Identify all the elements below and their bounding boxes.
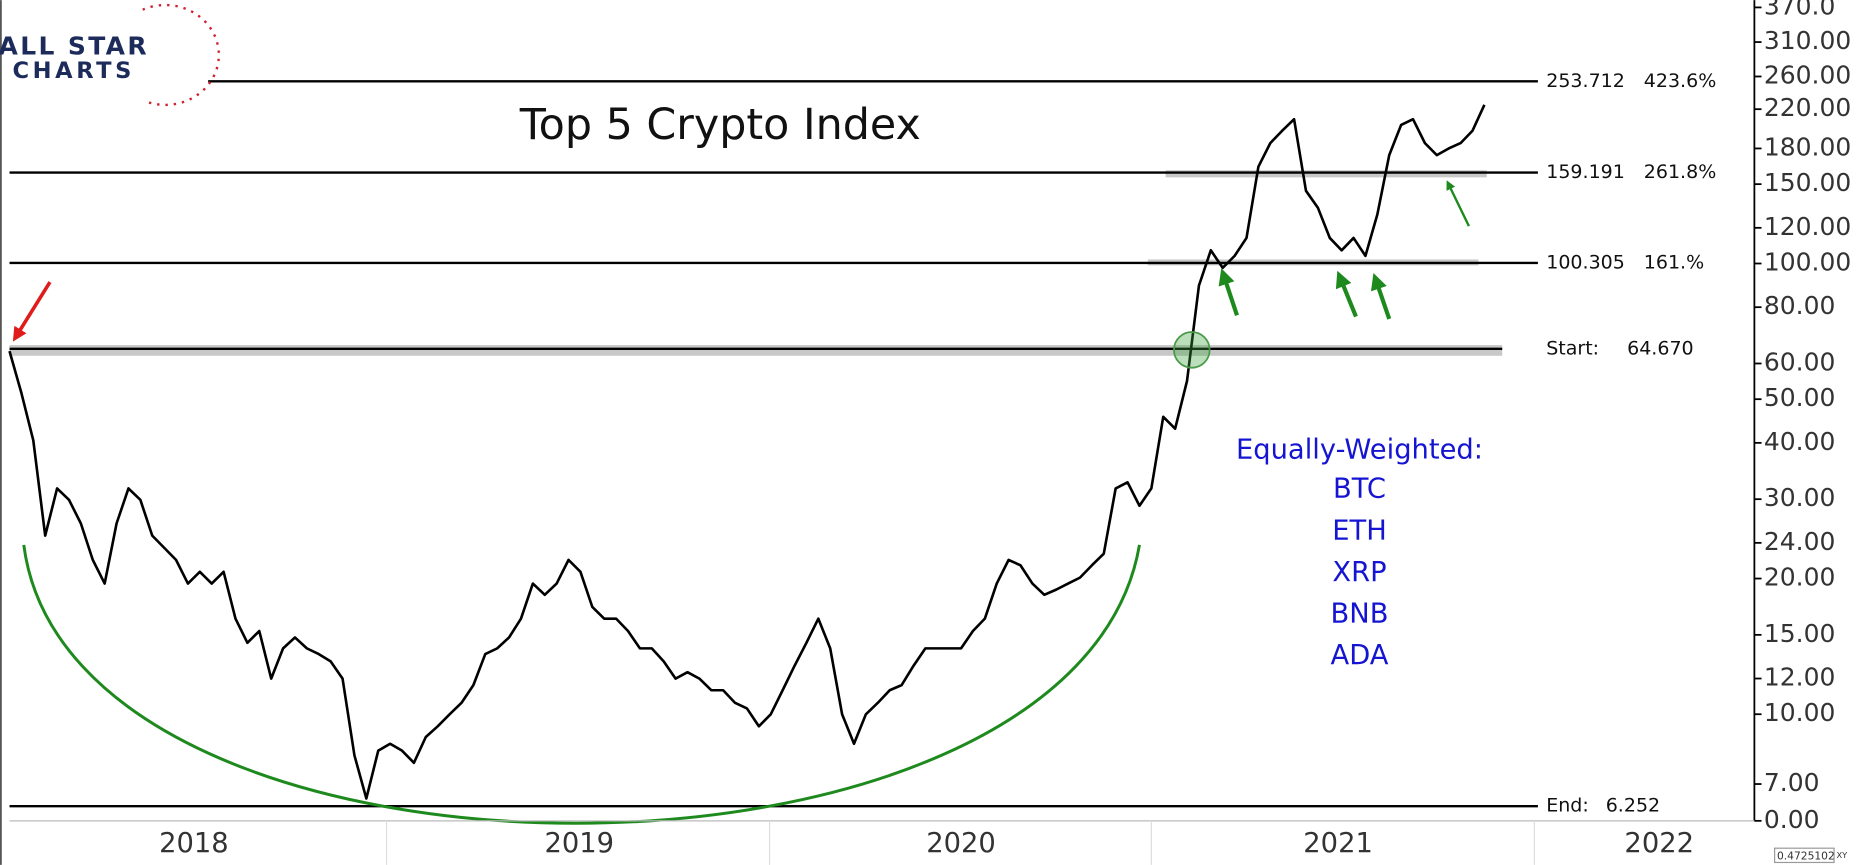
note-item: BNB — [1331, 599, 1389, 630]
x-tick-label: 2019 — [544, 828, 614, 859]
x-tick-label: 2021 — [1303, 828, 1373, 859]
arrow — [1218, 268, 1239, 317]
level-value: 253.712 — [1546, 70, 1625, 92]
level-value: 159.191 — [1546, 161, 1625, 183]
y-tick-label: 150.00 — [1764, 168, 1851, 197]
level-name: Start: — [1546, 337, 1599, 359]
logo: ALL STAR CHARTS — [0, 3, 221, 107]
y-tick-label: 24.00 — [1764, 527, 1835, 556]
y-tick-label: 10.00 — [1764, 698, 1835, 727]
level-value: 6.252 — [1606, 795, 1660, 817]
y-tick-label: 12.00 — [1764, 663, 1835, 692]
logo-ring — [142, 3, 221, 107]
level-name: End: — [1546, 795, 1589, 817]
y-tick-label: 120.00 — [1764, 212, 1851, 241]
x-tick-label: 2020 — [926, 828, 996, 859]
y-tick-label: 60.00 — [1764, 347, 1835, 376]
arrow — [1335, 270, 1358, 318]
arrow — [1370, 272, 1392, 320]
y-tick-label: 180.00 — [1764, 132, 1851, 161]
x-tick-label: 2018 — [159, 828, 229, 859]
y-tick-label: 310.00 — [1764, 26, 1851, 55]
note-item: BTC — [1333, 474, 1386, 505]
y-tick-label: 20.00 — [1764, 563, 1835, 592]
y-tick-label: 30.00 — [1764, 483, 1835, 512]
corner-box — [1774, 847, 1835, 864]
plot — [8, 80, 1538, 808]
corner-text: XY — [1836, 850, 1848, 860]
note-item: ETH — [1332, 515, 1387, 546]
logo-text: CHARTS — [13, 58, 135, 84]
note-item: XRP — [1332, 557, 1386, 588]
y-tick-label: 260.00 — [1764, 60, 1851, 89]
start-band — [9, 345, 1503, 356]
y-tick-label: 100.00 — [1764, 248, 1851, 277]
note-item: ADA — [1330, 640, 1388, 671]
y-tick-label: 0.00 — [1764, 805, 1820, 834]
level-pct: 423.6% — [1644, 70, 1717, 92]
y-tick-label: 370.0 — [1764, 0, 1835, 20]
arrow — [1446, 180, 1470, 227]
price-line — [8, 104, 1486, 800]
level-value: 100.305 — [1546, 251, 1625, 273]
level-pct: 161.% — [1644, 251, 1704, 273]
y-tick-label: 7.00 — [1764, 768, 1820, 797]
support-band — [1165, 170, 1487, 178]
corner-text: 0.4725102 — [1777, 850, 1835, 863]
chart-title: Top 5 Crypto Index — [519, 100, 921, 150]
y-tick-label: 220.00 — [1764, 93, 1851, 122]
level-value: 64.670 — [1627, 337, 1694, 359]
y-tick-label: 50.00 — [1764, 383, 1835, 412]
y-tick-label: 80.00 — [1764, 291, 1835, 320]
x-tick-label: 2022 — [1624, 828, 1694, 859]
y-tick-label: 40.00 — [1764, 427, 1835, 456]
y-tick-label: 15.00 — [1764, 619, 1835, 648]
breakout-circle — [1173, 331, 1211, 369]
note-title: Equally-Weighted: — [1236, 434, 1483, 465]
cup-arc — [22, 544, 1141, 825]
logo-text: ALL STAR — [0, 32, 149, 61]
arrow — [12, 281, 52, 342]
level-pct: 261.8% — [1644, 161, 1717, 183]
